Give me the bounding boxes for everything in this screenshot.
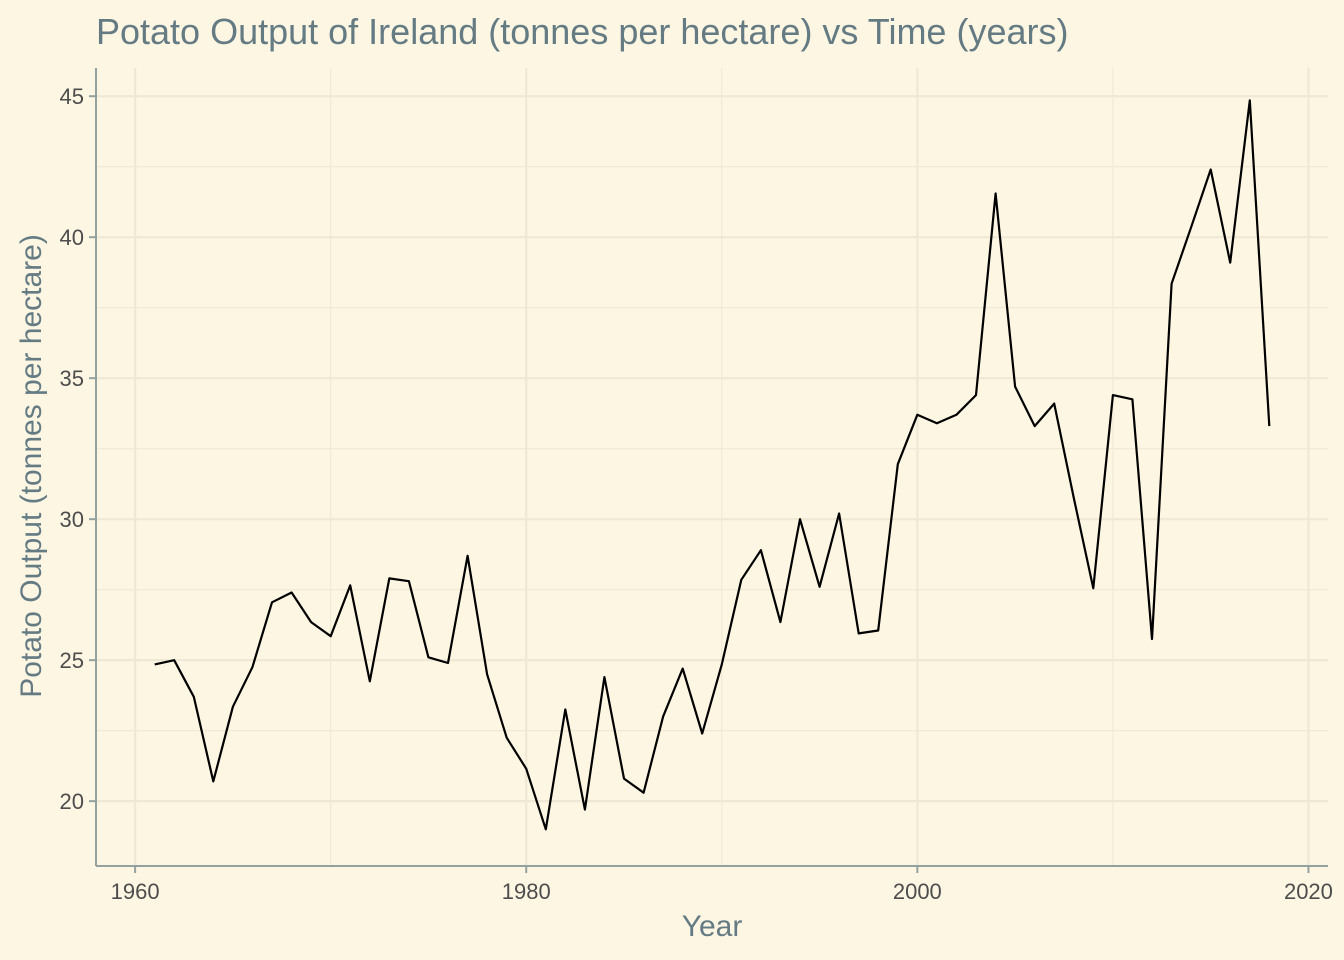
y-tick-label: 45 (60, 84, 84, 109)
series-group (154, 99, 1271, 831)
x-tick-label: 1960 (111, 879, 160, 904)
x-axis-title: Year (682, 910, 743, 943)
x-tick-label: 2000 (893, 879, 942, 904)
y-tick-label: 20 (60, 789, 84, 814)
x-tick-label: 2020 (1284, 879, 1333, 904)
y-tick-label: 40 (60, 225, 84, 250)
y-tick-label: 30 (60, 507, 84, 532)
y-axis-title: Potato Output (tonnes per hectare) (15, 234, 48, 698)
chart-title: Potato Output of Ireland (tonnes per hec… (96, 11, 1068, 52)
y-tick-label: 35 (60, 366, 84, 391)
x-tick-label: 1980 (502, 879, 551, 904)
grid (96, 68, 1328, 866)
y-tick-label: 25 (60, 648, 84, 673)
axes (95, 68, 1328, 867)
series-line (154, 99, 1271, 831)
